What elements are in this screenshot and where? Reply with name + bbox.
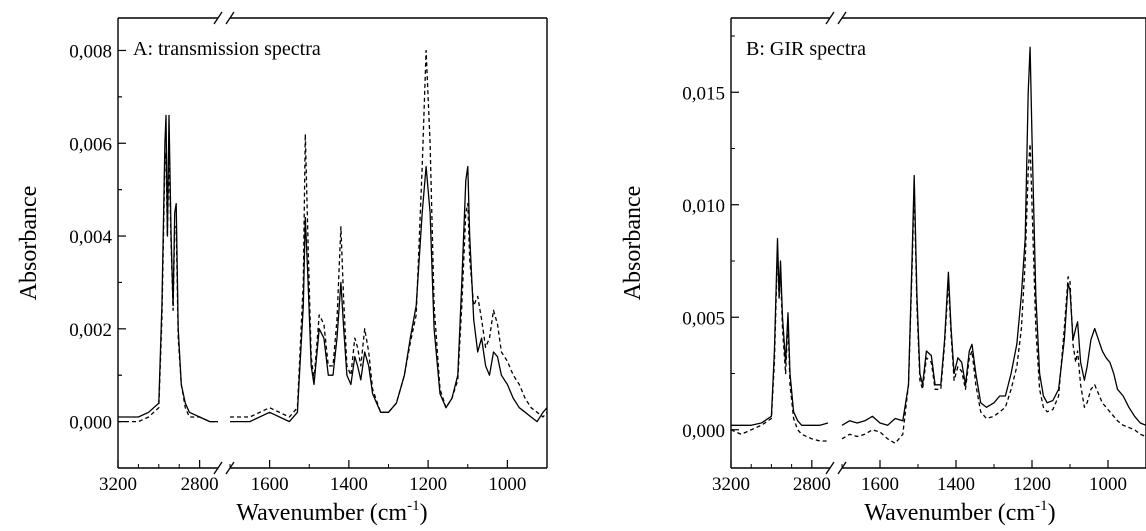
panel-b: 3200 2800 1600 1400 1200 1000 0,000 0,005 0,010 0… (620, 11, 1146, 526)
panel-a-y-tick-label: 0,008 (69, 41, 112, 62)
panel-b-x-tick-label: 2800 (793, 474, 831, 495)
panel-a-axis-break-mark (213, 11, 223, 25)
panel-b-y-axis-label: Absorbance (620, 186, 646, 301)
panel-b-series-solid-line (841, 46, 1146, 426)
panel-a-y-tick-label: 0,006 (69, 134, 112, 155)
panel-b-series-solid-line (731, 237, 829, 426)
panel-a-axis-break-mark (213, 461, 223, 475)
panel-b-series-dashed-line (841, 143, 1146, 444)
panel-b-y-tick-label: 0,005 (682, 308, 725, 329)
panel-a-x-tick-label: 3200 (99, 474, 137, 495)
panel-b-axis-break-mark (837, 11, 847, 25)
panel-b-x-axis-label: Wavenumber (cm-1) (864, 498, 1055, 526)
panel-b-x-tick-label: 1200 (1013, 474, 1051, 495)
panel-a-y-tick-label: 0,004 (69, 227, 112, 248)
panel-a-series-dashed-line (118, 151, 218, 423)
panel-a-x-tick-label: 2800 (181, 474, 219, 495)
panel-b-x-tick-label: 1400 (937, 474, 975, 495)
panel-a-series-solid-line (118, 114, 218, 423)
panel-b-y-tick-label: 0,015 (682, 83, 725, 104)
panel-a-x-tick-label: 1400 (330, 474, 368, 495)
panel-a-y-tick-label: 0,000 (69, 413, 112, 434)
panel-a-label: A: transmission spectra (133, 38, 321, 60)
panel-b-axis-break-mark (825, 11, 835, 25)
panel-a-x-tick-label: 1600 (251, 474, 289, 495)
panel-a-axis-break-mark (225, 11, 235, 25)
panel-a-y-tick-label: 0,002 (69, 320, 112, 341)
panel-b-x-tick-label: 3200 (712, 474, 750, 495)
panel-a: 3200 2800 1600 1400 1200 1000 0,000 0,002 0,004 0… (16, 11, 548, 526)
panel-a-x-tick-label: 1000 (488, 474, 526, 495)
panel-b-x-tick-label: 1600 (861, 474, 899, 495)
panel-b-axis-break-mark (825, 461, 835, 475)
panel-b-y-tick-label: 0,010 (682, 196, 725, 217)
panel-b-label: B: GIR spectra (746, 38, 866, 60)
panel-a-series-solid-line (230, 165, 548, 423)
panel-a-x-tick-label: 1200 (409, 474, 447, 495)
panel-a-series-dashed-line (230, 49, 548, 418)
panel-b-series-dashed-line (730, 249, 828, 442)
panel-a-x-axis-label: Wavenumber (cm-1) (236, 498, 427, 526)
panel-b-x-tick-label: 1000 (1089, 474, 1127, 495)
panel-b-y-tick-label: 0,000 (682, 421, 725, 442)
panel-a-y-axis-label: Absorbance (16, 186, 42, 301)
